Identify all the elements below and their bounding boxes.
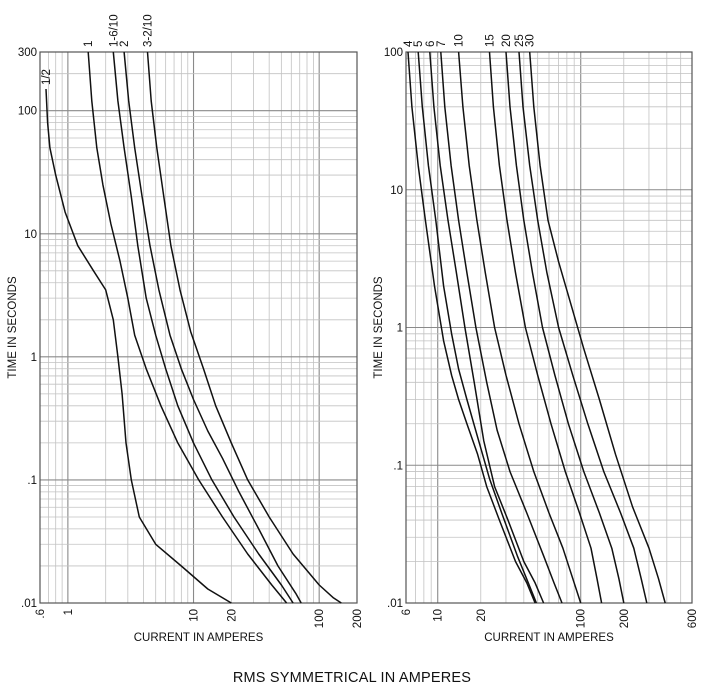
y-tick-label: 1 [397,323,403,335]
curve-1 [87,51,288,604]
y-tick-label: 10 [390,185,403,197]
curve-1/2 [45,88,232,604]
y-tick-label: 100 [384,47,403,59]
plot-frame [405,51,693,604]
x-tick-label: 6 [401,609,413,615]
curve-4 [407,51,536,604]
x-tick-label: 1 [63,609,75,615]
curve-15 [488,51,603,604]
x-tick-label: 100 [314,609,326,628]
x-tick-label: 20 [476,609,488,622]
y-tick-label: .01 [387,598,403,610]
series-label-1/2: 1/2 [41,69,53,85]
x-axis-label: CURRENT IN AMPERES [134,632,264,644]
y-tick-label: 10 [24,229,37,241]
curve-10 [457,51,582,604]
grid-lines [406,52,692,603]
x-tick-label: .6 [35,609,47,619]
series-label-25: 25 [514,34,526,47]
series-label-5: 5 [413,41,425,47]
curve-7 [440,51,563,604]
curve-3-2/10 [146,51,342,604]
x-tick-label: 10 [189,609,201,622]
chart-2: .01 .1 1 10 100 6 10 20 100 200 600 CURRENT IN AMPE… [373,34,699,644]
y-tick-label: 100 [18,106,37,118]
series-label-1-6/10: 1-6/10 [108,14,120,47]
x-tick-label: 10 [433,609,445,622]
series-label-4: 4 [403,40,415,47]
series-label-1: 1 [83,41,95,47]
series-label-6: 6 [425,41,437,47]
curve-6 [429,51,545,604]
curve-20 [505,51,625,604]
x-tick-label: 100 [576,609,588,628]
series-label-2: 2 [119,41,131,47]
x-tick-label: 200 [352,609,364,628]
curve-25 [518,51,648,604]
y-axis-label: TIME IN SECONDS [7,276,19,379]
x-tick-label: 20 [226,609,238,622]
curve-5 [417,51,538,604]
series-label-15: 15 [484,34,496,47]
series-label-30: 30 [525,34,537,47]
x-tick-label: 600 [687,609,699,628]
series-label-3-2/10: 3-2/10 [142,14,154,47]
x-tick-label: 200 [619,609,631,628]
chart-1: .01 .1 1 10 100 300 .6 1 10 20 100 200 CURRENT IN AM… [7,14,364,644]
series-label-20: 20 [501,34,513,47]
figure-footer-label: RMS SYMMETRICAL IN AMPERES [232,670,472,686]
plot-frame [39,51,358,604]
y-axis-label: TIME IN SECONDS [373,276,385,379]
y-tick-label: .1 [27,475,37,487]
y-tick-label: 1 [31,352,37,364]
curve-30 [528,51,666,604]
x-axis-label: CURRENT IN AMPERES [484,632,614,644]
y-tick-label: .01 [21,598,37,610]
curve-1-6/10 [112,51,294,604]
grid-lines [40,52,357,603]
series-label-10: 10 [454,34,466,47]
y-tick-label: 300 [18,47,37,59]
series-label-7: 7 [436,41,448,47]
curves: 1/2 1 1-6/102 3-2/10 [41,14,342,604]
y-tick-label: .1 [393,460,403,472]
curve-2 [123,51,302,604]
